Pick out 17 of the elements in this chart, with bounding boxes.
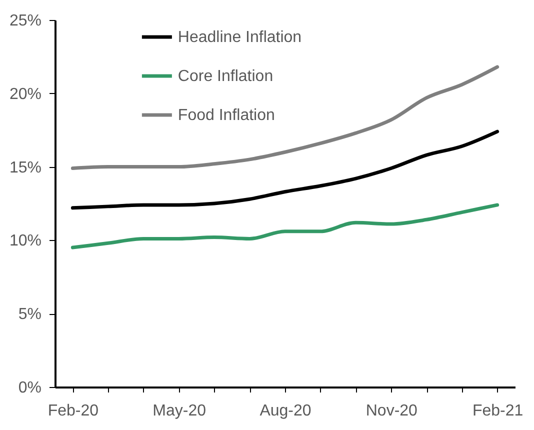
x-tick-label: Feb-21 [472, 402, 524, 420]
x-tick-label: Aug-20 [260, 402, 312, 420]
line-series [70, 203, 500, 250]
line-series [70, 65, 500, 170]
x-tick-label: Feb-20 [48, 402, 99, 420]
legend-label: Core Inflation [178, 68, 274, 85]
legend-label: Food Inflation [178, 107, 275, 124]
legend-label: Headline Inflation [178, 29, 302, 46]
y-tick-label: 10% [9, 232, 42, 250]
y-tick-label: 5% [18, 306, 42, 324]
line-series [70, 130, 500, 210]
y-tick-label: 20% [9, 86, 42, 103]
y-tick-label: 0% [18, 380, 42, 396]
x-tick-label: Nov-20 [366, 402, 418, 420]
y-tick-label: 25% [9, 12, 42, 30]
y-tick-label: 15% [9, 159, 42, 176]
x-tick-label: May-20 [152, 402, 206, 420]
